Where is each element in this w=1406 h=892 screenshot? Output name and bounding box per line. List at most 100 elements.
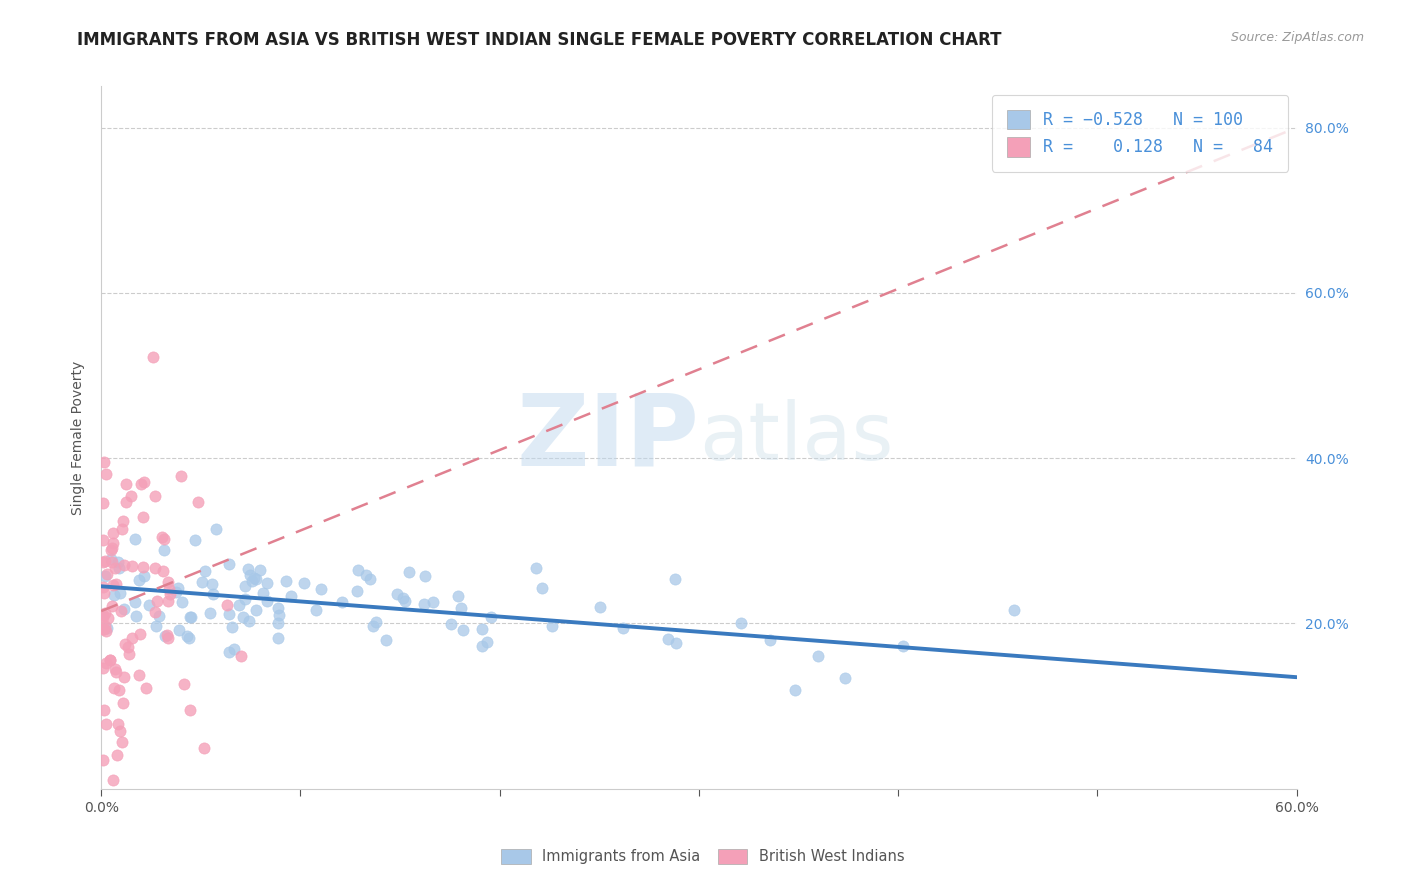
- Point: [112, 601, 135, 615]
- Point: [730, 615, 752, 630]
- Point: [156, 628, 179, 642]
- Y-axis label: Single Female Poverty: Single Female Poverty: [72, 360, 86, 515]
- Point: [121, 559, 143, 574]
- Point: [256, 594, 278, 608]
- Point: [91, 610, 114, 624]
- Point: [309, 582, 332, 596]
- Point: [218, 607, 240, 621]
- Point: [132, 559, 155, 574]
- Point: [132, 510, 155, 524]
- Point: [143, 561, 166, 575]
- Point: [117, 640, 139, 654]
- Point: [125, 608, 148, 623]
- Point: [91, 580, 114, 594]
- Point: [156, 594, 179, 608]
- Point: [364, 615, 387, 629]
- Point: [176, 629, 198, 643]
- Point: [179, 703, 201, 717]
- Point: [124, 533, 146, 547]
- Point: [221, 620, 243, 634]
- Point: [398, 565, 420, 579]
- Point: [305, 603, 328, 617]
- Point: [267, 631, 290, 645]
- Point: [238, 614, 260, 628]
- Point: [114, 637, 136, 651]
- Point: [267, 615, 290, 630]
- Point: [101, 599, 124, 613]
- Point: [235, 592, 257, 607]
- Legend: R = −0.528   N = 100, R =    0.128   N =   84: R = −0.528 N = 100, R = 0.128 N = 84: [991, 95, 1288, 171]
- Point: [96, 566, 118, 581]
- Point: [104, 663, 127, 677]
- Legend: Immigrants from Asia, British West Indians: Immigrants from Asia, British West India…: [494, 841, 912, 871]
- Point: [108, 561, 131, 575]
- Point: [249, 563, 271, 577]
- Point: [240, 574, 263, 589]
- Point: [471, 639, 494, 653]
- Point: [94, 619, 117, 633]
- Text: ZIP: ZIP: [516, 389, 699, 486]
- Point: [783, 682, 806, 697]
- Point: [239, 568, 262, 582]
- Point: [834, 671, 856, 685]
- Point: [142, 351, 165, 365]
- Point: [108, 682, 131, 697]
- Point: [93, 455, 115, 469]
- Point: [346, 584, 368, 599]
- Point: [120, 490, 142, 504]
- Point: [91, 661, 114, 675]
- Point: [108, 724, 131, 739]
- Point: [612, 621, 634, 635]
- Point: [94, 554, 117, 568]
- Point: [471, 622, 494, 636]
- Point: [128, 667, 150, 681]
- Point: [187, 494, 209, 508]
- Point: [413, 598, 436, 612]
- Point: [191, 574, 214, 589]
- Point: [100, 543, 122, 558]
- Point: [229, 649, 252, 664]
- Point: [165, 585, 187, 599]
- Point: [354, 568, 377, 582]
- Point: [110, 604, 132, 618]
- Point: [245, 603, 267, 617]
- Point: [891, 639, 914, 653]
- Point: [180, 610, 202, 624]
- Point: [103, 577, 125, 591]
- Point: [375, 633, 398, 648]
- Point: [91, 556, 114, 570]
- Point: [665, 636, 688, 650]
- Point: [152, 533, 174, 547]
- Point: [807, 649, 830, 664]
- Point: [184, 533, 207, 547]
- Point: [759, 633, 782, 648]
- Point: [135, 681, 157, 695]
- Point: [1002, 603, 1025, 617]
- Point: [252, 586, 274, 600]
- Point: [267, 607, 290, 622]
- Point: [450, 600, 472, 615]
- Point: [103, 588, 125, 602]
- Point: [347, 563, 370, 577]
- Point: [101, 555, 124, 569]
- Point: [101, 525, 124, 540]
- Text: Source: ZipAtlas.com: Source: ZipAtlas.com: [1230, 31, 1364, 45]
- Point: [194, 565, 217, 579]
- Point: [107, 717, 129, 731]
- Point: [170, 469, 193, 483]
- Point: [145, 619, 167, 633]
- Point: [359, 572, 381, 586]
- Point: [104, 576, 127, 591]
- Point: [112, 558, 135, 573]
- Point: [394, 594, 416, 608]
- Point: [111, 735, 134, 749]
- Point: [440, 616, 463, 631]
- Text: IMMIGRANTS FROM ASIA VS BRITISH WEST INDIAN SINGLE FEMALE POVERTY CORRELATION CH: IMMIGRANTS FROM ASIA VS BRITISH WEST IND…: [77, 31, 1002, 49]
- Point: [96, 656, 118, 670]
- Point: [107, 555, 129, 569]
- Point: [330, 595, 353, 609]
- Point: [155, 628, 177, 642]
- Point: [104, 561, 127, 575]
- Point: [156, 632, 179, 646]
- Point: [112, 670, 135, 684]
